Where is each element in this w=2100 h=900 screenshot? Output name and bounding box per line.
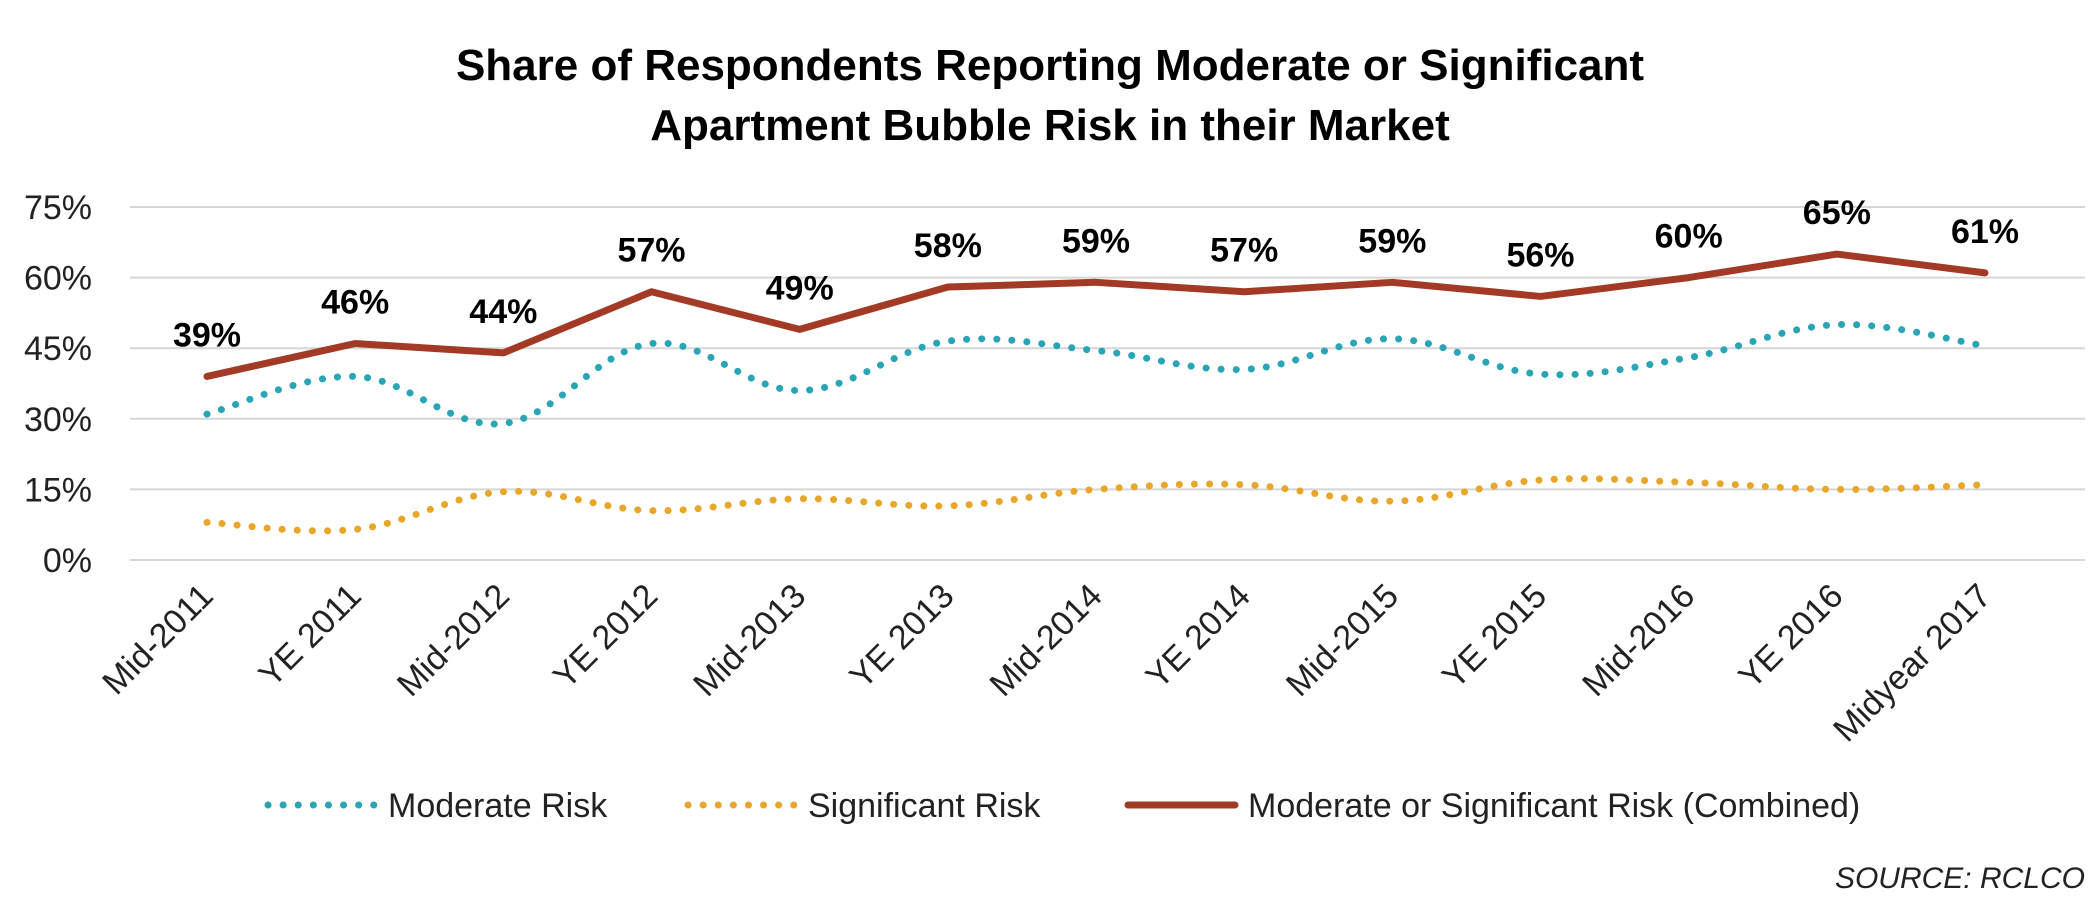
y-tick-label-75: 75% [24,189,92,227]
legend: Moderate Risk Significant Risk Moderate or… [264,787,1860,825]
x-tick-label-11: YE 2016 [1731,577,1850,696]
series-lines [203,250,1989,535]
data-label-0: 39% [173,316,241,354]
data-label-7: 57% [1210,232,1278,270]
data-label-2: 44% [469,293,537,331]
data-label-6: 59% [1062,222,1130,260]
x-tick-label-0: Mid-2011 [95,577,220,702]
x-tick-label-1: YE 2011 [251,577,368,694]
x-axis-ticks: Mid-2011 YE 2011 Mid-2012 YE 2012 Mid-2013 YE… [95,577,1998,750]
series-line-combined-risk [203,250,1989,380]
y-tick-label-0: 0% [43,542,92,580]
y-tick-label-45: 45% [24,330,92,368]
data-label-4: 49% [766,269,834,307]
x-tick-label-8: Mid-2015 [1279,577,1406,704]
legend-label-moderate-risk: Moderate Risk [388,787,608,825]
x-tick-label-2: Mid-2012 [390,577,517,704]
data-label-5: 58% [914,227,982,265]
data-label-1: 46% [321,283,389,321]
data-label-8: 59% [1358,222,1426,260]
x-tick-label-9: YE 2015 [1435,577,1554,696]
x-tick-label-10: Mid-2016 [1575,577,1702,704]
series-line-moderate-risk [203,321,1989,428]
y-axis-ticks: 0% 15% 30% 45% 60% 75% [24,189,92,580]
series-line-significant-risk [203,475,1989,535]
legend-label-combined-risk: Moderate or Significant Risk (Combined) [1248,787,1860,825]
legend-label-significant-risk: Significant Risk [808,787,1041,825]
x-tick-label-7: YE 2014 [1139,577,1258,696]
y-tick-label-30: 30% [24,401,92,439]
chart-title-line-1: Share of Respondents Reporting Moderate … [456,41,1644,90]
data-labels: 39% 46% 44% 57% 49% 58% 59% 57% 59% 56% 60% 65% 61% [173,194,2019,354]
x-tick-label-6: Mid-2014 [983,577,1110,704]
y-tick-label-60: 60% [24,260,92,298]
source-note: SOURCE: RCLCO [1835,862,2085,895]
data-label-3: 57% [617,232,685,270]
chart-title-line-2: Apartment Bubble Risk in their Market [650,101,1450,150]
y-tick-label-15: 15% [24,471,92,509]
data-label-12: 61% [1951,213,2019,251]
x-tick-label-5: YE 2013 [842,577,961,696]
data-label-11: 65% [1803,194,1871,232]
x-tick-label-4: Mid-2013 [686,577,813,704]
data-label-10: 60% [1655,218,1723,256]
x-tick-label-12: Midyear 2017 [1826,577,1999,750]
x-tick-label-3: YE 2012 [546,577,665,696]
data-label-9: 56% [1506,236,1574,274]
